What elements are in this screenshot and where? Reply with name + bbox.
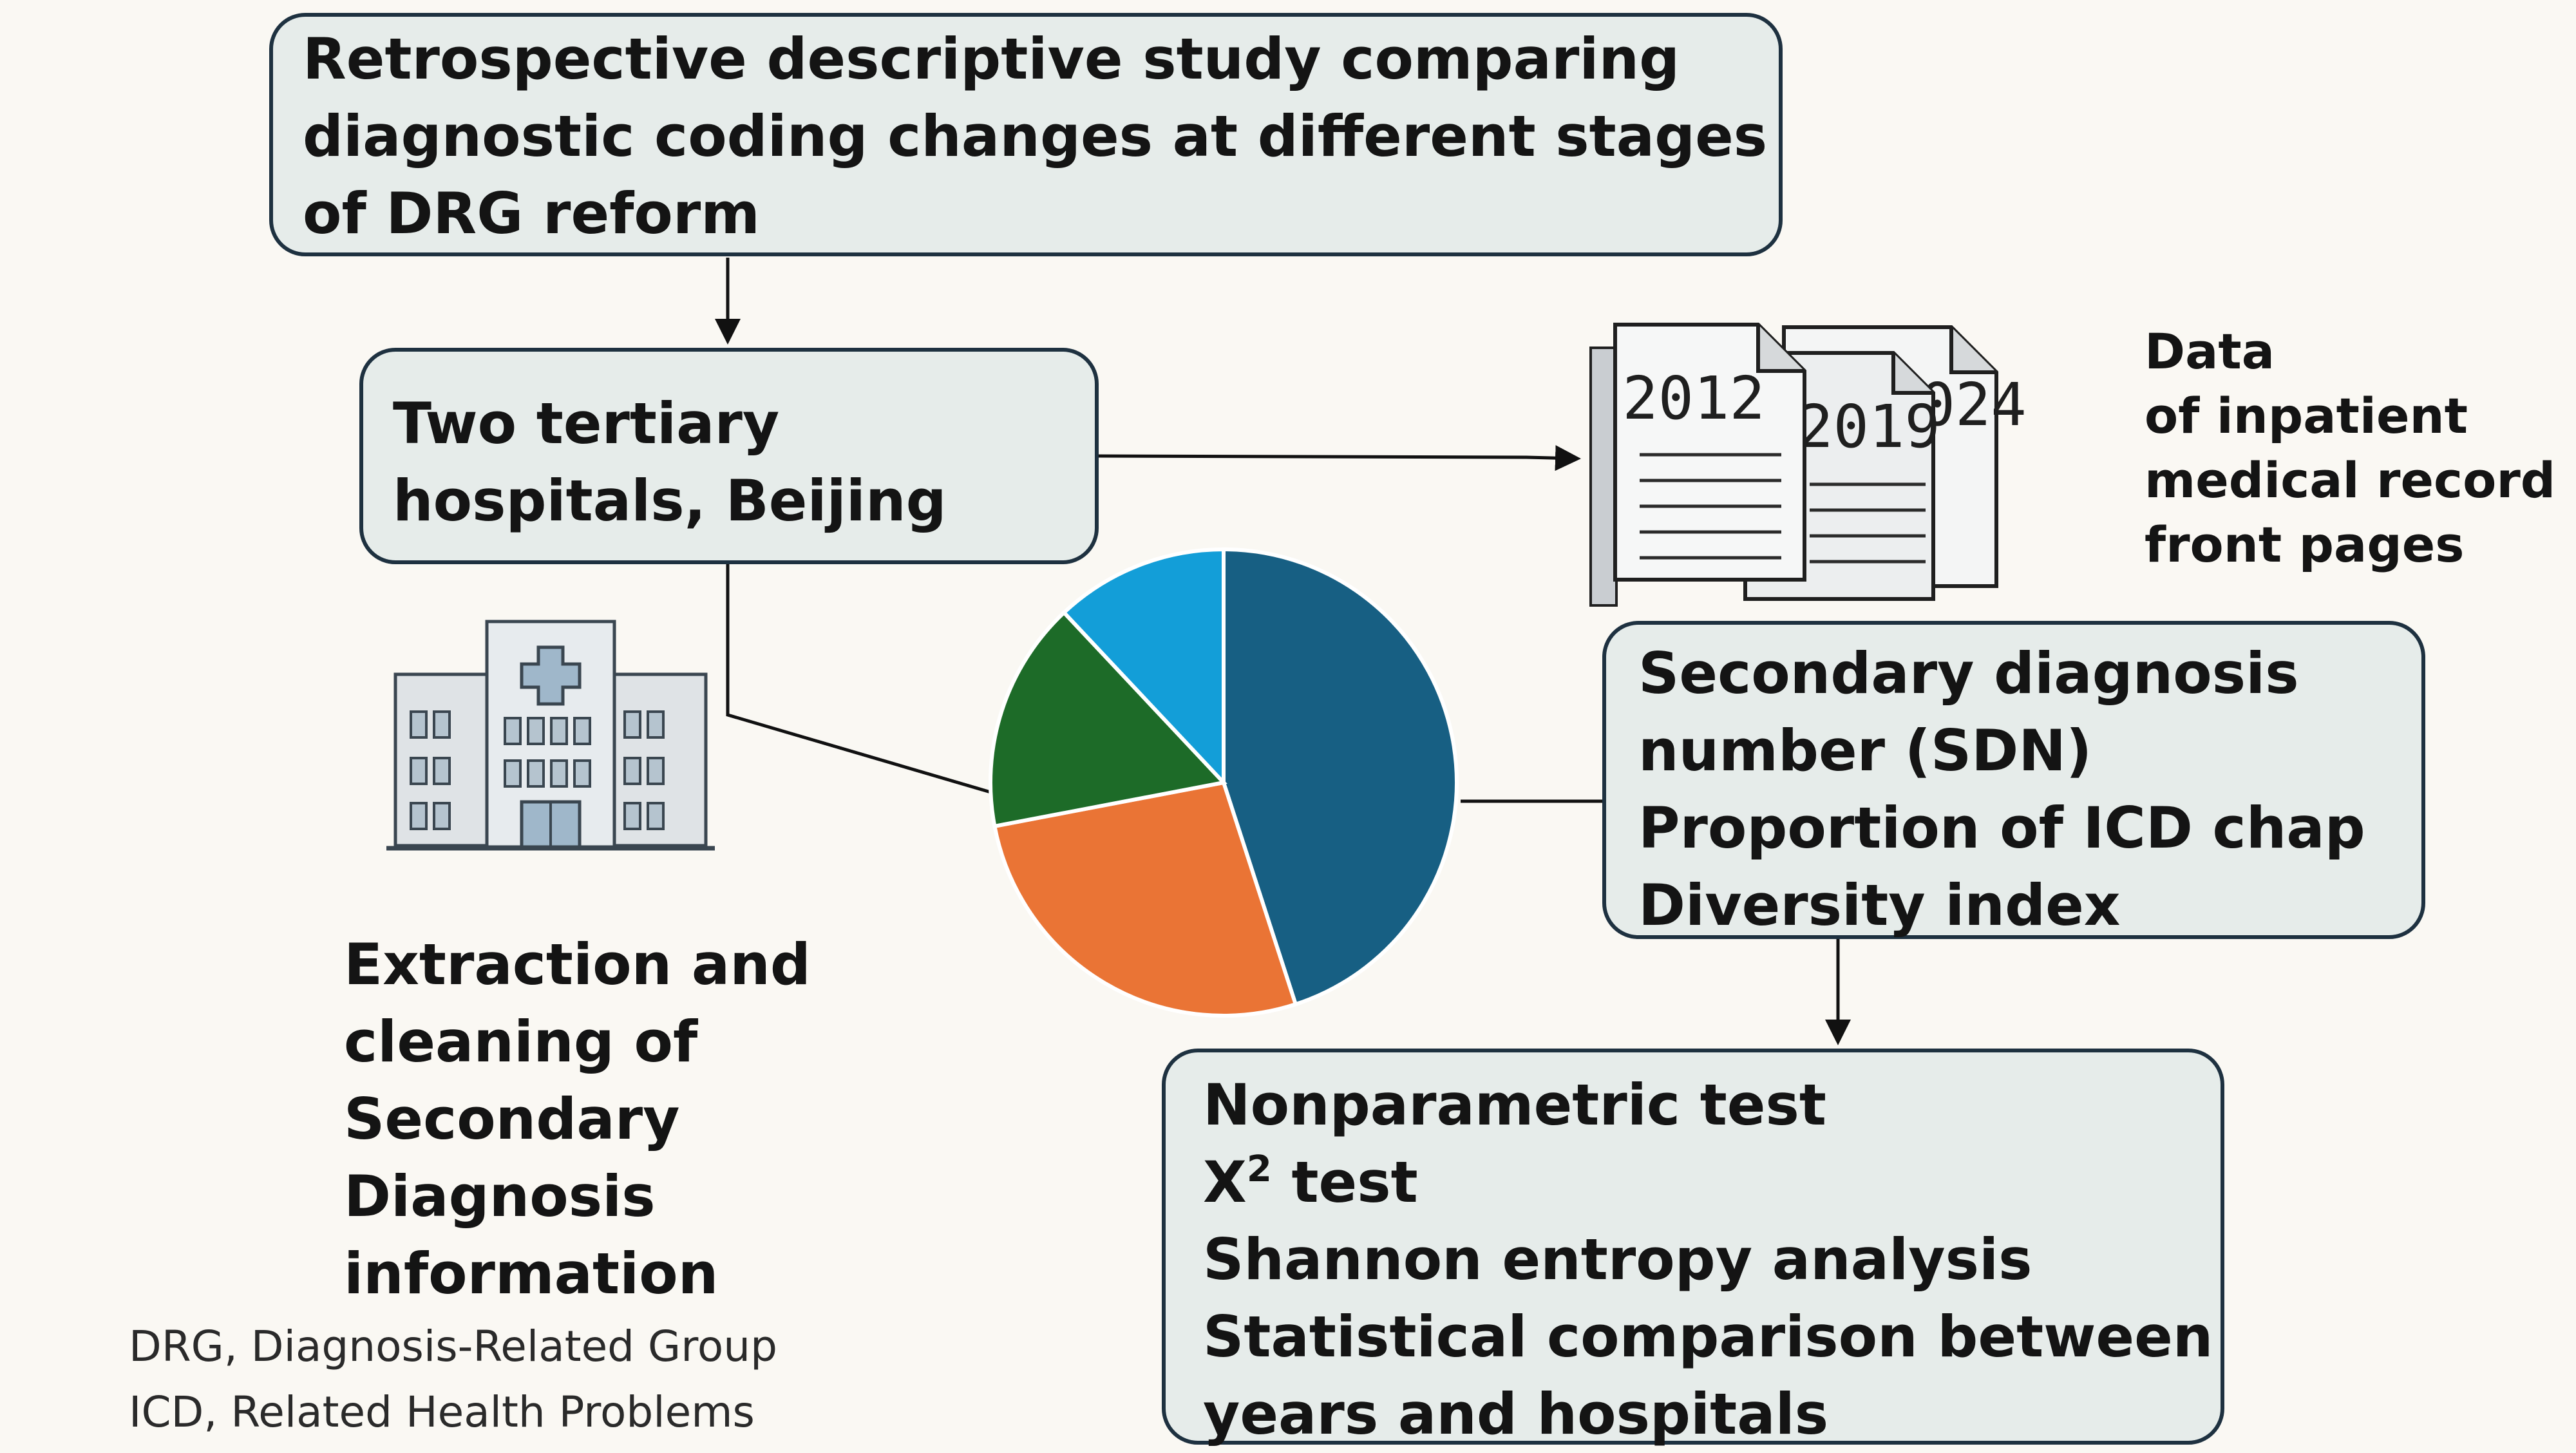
metric-line: Proportion of ICD chap bbox=[1638, 795, 2365, 861]
data-source-line: front pages bbox=[2145, 516, 2465, 573]
document-year-2019: 2019 bbox=[1797, 392, 1940, 461]
arrow-hospitals-to-documents bbox=[1098, 445, 1581, 471]
data-source-label: Data of inpatient medical record front p… bbox=[2145, 319, 2555, 577]
pie-slice bbox=[992, 780, 1298, 1018]
pie-chart bbox=[989, 547, 1459, 1018]
extraction-line: Extraction and bbox=[344, 931, 811, 998]
hospitals-line: Two tertiary bbox=[393, 390, 780, 457]
study-line: Retrospective descriptive study comparin… bbox=[303, 26, 1680, 92]
outcome-metrics-box: Secondary diagnosis number (SDN) Proport… bbox=[1602, 621, 2425, 939]
data-source-line: of inpatient bbox=[2145, 387, 2468, 444]
pie-slice bbox=[989, 609, 1227, 829]
extraction-line: cleaning of bbox=[344, 1009, 698, 1075]
test-line: Statistical comparison between bbox=[1203, 1304, 2213, 1370]
test-line: Nonparametric test bbox=[1203, 1072, 1826, 1138]
extraction-line: Secondary bbox=[344, 1086, 680, 1152]
abbreviation-footnotes: DRG, Diagnosis-Related Group ICD, Relate… bbox=[129, 1314, 777, 1445]
extraction-line: information bbox=[344, 1240, 719, 1307]
hospitals-box: Two tertiary hospitals, Beijing bbox=[359, 348, 1099, 564]
data-source-line: medical record bbox=[2145, 451, 2556, 509]
hospital-building-icon bbox=[386, 620, 715, 851]
document-stack-icon: 2024 2019 2012 bbox=[1589, 323, 2027, 607]
footnote-drg: DRG, Diagnosis-Related Group bbox=[129, 1322, 777, 1371]
chi-square-test-line: X2 test bbox=[1203, 1144, 2221, 1221]
chi-symbol: X bbox=[1203, 1149, 1247, 1215]
chi-superscript: 2 bbox=[1246, 1148, 1272, 1190]
hospitals-line: hospitals, Beijing bbox=[393, 468, 947, 534]
extraction-line: Diagnosis bbox=[344, 1163, 656, 1230]
pie-slice bbox=[1061, 547, 1226, 788]
statistical-tests-box: Nonparametric test X2 test Shannon entro… bbox=[1162, 1049, 2224, 1447]
metric-line: Secondary diagnosis bbox=[1638, 640, 2299, 707]
metric-line: number (SDN) bbox=[1638, 717, 2092, 784]
pie-slice bbox=[1222, 547, 1459, 1007]
study-line: of DRG reform bbox=[303, 180, 760, 247]
data-source-line: Data bbox=[2145, 323, 2275, 380]
metric-line: Diversity index bbox=[1638, 872, 2121, 938]
study-design-box: Retrospective descriptive study comparin… bbox=[269, 13, 1783, 256]
document-year-2012: 2012 bbox=[1622, 364, 1765, 433]
test-line: years and hospitals bbox=[1203, 1381, 1829, 1447]
study-line: diagnostic coding changes at different s… bbox=[303, 103, 1768, 169]
document-2012: 2012 bbox=[1589, 323, 1806, 607]
chi-suffix: test bbox=[1271, 1149, 1418, 1215]
extraction-description: Extraction and cleaning of Secondary Dia… bbox=[344, 926, 811, 1313]
footnote-icd: ICD, Related Health Problems bbox=[129, 1387, 755, 1437]
line-hospitals-to-pie bbox=[726, 564, 996, 795]
pie-slices bbox=[989, 547, 1459, 1018]
test-line: Shannon entropy analysis bbox=[1203, 1226, 2032, 1293]
